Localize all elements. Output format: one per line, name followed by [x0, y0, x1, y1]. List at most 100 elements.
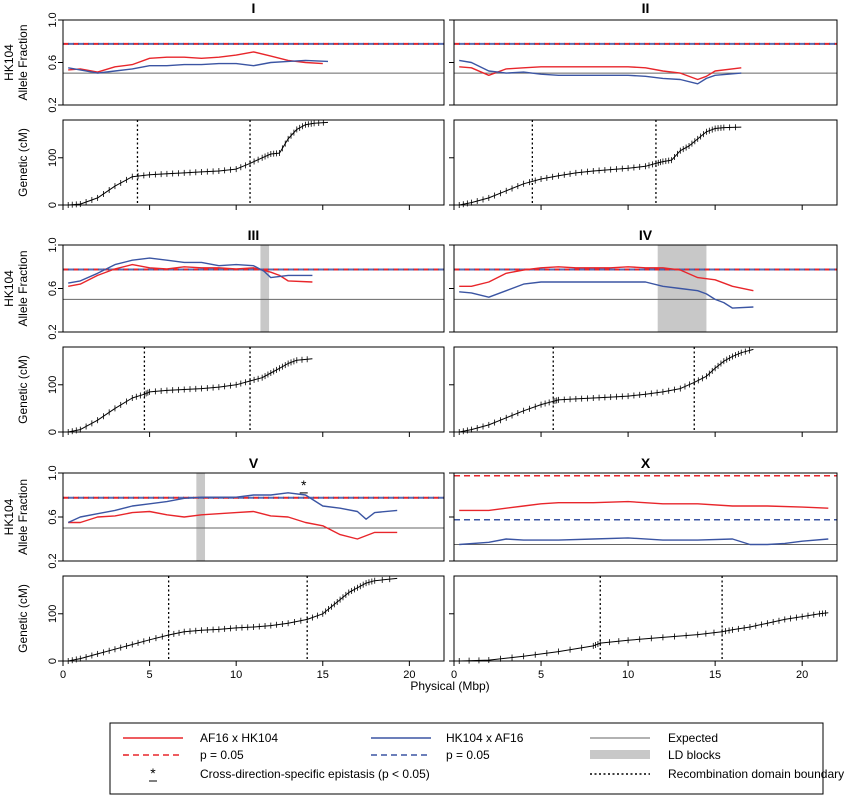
gen-y-label: Genetic (cM) — [16, 355, 30, 424]
genetic-map-frame — [453, 119, 838, 206]
legend-label-af16-x-hk104: AF16 x HK104 — [200, 731, 278, 745]
af-y-tick-label: 1.0 — [47, 237, 59, 252]
gen-y-tick-label: 0 — [47, 658, 59, 664]
legend-label-ld-blocks: LD blocks — [668, 748, 721, 762]
panel-title: III — [248, 227, 260, 243]
genetic-map-track — [67, 347, 313, 435]
x-tick-label: 15 — [317, 669, 329, 681]
allele-fraction-track — [63, 473, 444, 561]
genetic-map-track — [458, 347, 754, 435]
genetic-map-line — [459, 126, 742, 206]
legend-swatch-ld-blocks — [590, 750, 650, 759]
genetic-map-frame — [62, 119, 445, 206]
allele-fraction-frame — [62, 472, 445, 562]
af-y-tick-label: 0.2 — [47, 324, 59, 339]
legend-label-domain-boundary: Recombination domain boundary — [668, 767, 844, 781]
allele-fraction-track — [454, 475, 837, 546]
series-hk104-x-af16 — [68, 59, 329, 74]
af-y-tick-label: 0.6 — [47, 281, 59, 296]
af-y-label-line2: Allele Fraction — [16, 250, 30, 326]
ld-block — [196, 473, 206, 561]
gen-y-tick-label: 0 — [47, 429, 59, 435]
x-tick-label: 5 — [538, 669, 544, 681]
af-y-tick-label: 0.2 — [47, 97, 59, 112]
genetic-map-track — [67, 576, 398, 664]
af-y-label-line1: HK104 — [2, 44, 16, 81]
genetic-map-track — [458, 576, 829, 664]
x-tick-label: 20 — [403, 669, 415, 681]
gen-y-label: Genetic (cM) — [16, 584, 30, 653]
panel-chr-v: V * 0 5 10 15 20 0.2 0.6 1.0 HK104 Allele Fraction 0… — [2, 455, 445, 681]
series-af16-x-hk104 — [459, 66, 742, 81]
allele-fraction-frame — [453, 472, 838, 562]
legend-label-hk104-x-af16: HK104 x AF16 — [446, 731, 524, 745]
genetic-map-frame — [453, 575, 838, 662]
x-tick-label: 0 — [60, 669, 66, 681]
series-hk104-x-af16 — [459, 59, 742, 85]
marker-ticks — [458, 124, 736, 208]
x-tick-label: 0 — [451, 669, 457, 681]
marker-ticks — [458, 610, 826, 664]
legend: AF16 x HK104 HK104 x AF16 Expected p = 0… — [109, 722, 844, 795]
panel-chr-x: X 0 5 10 15 20 — [449, 455, 838, 681]
epistasis-asterisk: * — [301, 477, 307, 493]
legend-label-p-blue: p = 0.05 — [446, 748, 490, 762]
genetic-map-track — [67, 119, 329, 208]
af-y-tick-label: 1.0 — [47, 12, 59, 27]
x-tick-label: 10 — [230, 669, 242, 681]
genetic-map-frame — [453, 346, 838, 433]
series-hk104-x-af16 — [67, 492, 398, 524]
af-y-tick-label: 0.2 — [47, 553, 59, 568]
allele-fraction-track — [63, 245, 444, 332]
allele-fraction-frame — [453, 19, 838, 106]
x-tick-label: 15 — [709, 669, 721, 681]
panel-title: IV — [639, 227, 653, 243]
series-af16-x-hk104 — [68, 510, 398, 540]
genetic-map-line — [68, 358, 313, 433]
af-y-tick-label: 1.0 — [47, 465, 59, 480]
panel-title: II — [642, 0, 650, 16]
ld-block — [260, 245, 270, 332]
genetic-map-line — [68, 121, 329, 206]
series-hk104-x-af16 — [68, 257, 313, 284]
allele-fraction-frame — [62, 244, 445, 333]
genetic-map-frame — [62, 575, 445, 662]
genetic-map-line — [68, 577, 398, 662]
series-af16-x-hk104 — [459, 266, 754, 292]
af-y-label-line1: HK104 — [2, 270, 16, 307]
genetic-map-frame — [62, 346, 445, 433]
series-af16-x-hk104 — [68, 263, 313, 287]
gen-y-label: Genetic (cM) — [16, 128, 30, 197]
x-tick-label: 5 — [147, 669, 153, 681]
legend-swatch-asterisk: * — [150, 765, 156, 781]
panel-title: I — [252, 0, 256, 16]
panel-chr-i: I 0.2 0.6 1.0 HK104 Allele Fraction 0 100 Geneti… — [2, 0, 445, 210]
legend-label-p-red: p = 0.05 — [200, 748, 244, 762]
x-tick-label: 10 — [622, 669, 634, 681]
allele-fraction-track — [454, 42, 837, 85]
legend-label-epistasis: Cross-direction-specific epistasis (p < … — [200, 767, 430, 781]
marker-ticks — [458, 347, 750, 435]
series-hk104-x-af16 — [459, 537, 829, 546]
allele-fraction-track — [454, 245, 837, 332]
af-y-tick-label: 0.6 — [47, 509, 59, 524]
marker-ticks — [67, 576, 391, 664]
legend-label-expected: Expected — [668, 731, 718, 745]
gen-y-tick-label: 0 — [47, 202, 59, 208]
series-af16-x-hk104 — [459, 500, 829, 512]
af-y-label-line2: Allele Fraction — [16, 24, 30, 100]
panel-chr-iii: III 0.2 0.6 1.0 HK104 Allele Fraction 0 100 Gene… — [2, 227, 445, 437]
af-y-label-line2: Allele Fraction — [16, 479, 30, 555]
marker-ticks — [67, 356, 308, 435]
legend-box — [109, 722, 824, 795]
gen-y-tick-label: 100 — [47, 376, 59, 394]
x-axis-label: Physical (Mbp) — [410, 679, 489, 693]
panel-title: X — [641, 455, 651, 471]
gen-y-tick-label: 100 — [47, 605, 59, 623]
x-tick-label: 20 — [796, 669, 808, 681]
af-y-label-line1: HK104 — [2, 498, 16, 535]
series-af16-x-hk104 — [68, 51, 323, 73]
allele-fraction-track — [63, 42, 444, 74]
